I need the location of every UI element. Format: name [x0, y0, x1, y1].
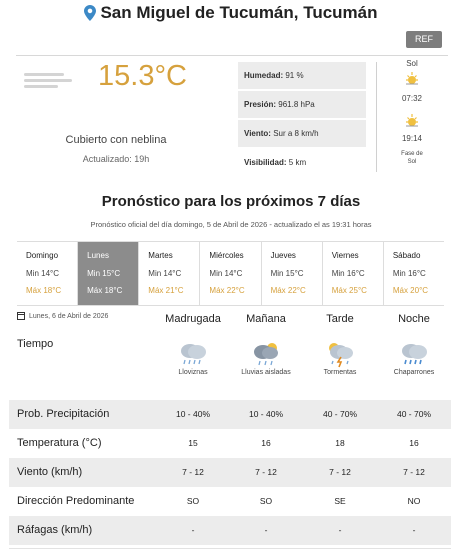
- day-tab-sabado[interactable]: Sábado Min 16°C Máx 20°C: [392, 251, 429, 295]
- updated-time: Actualizado: 19h: [82, 154, 150, 164]
- period-manana: Mañana: [246, 313, 286, 325]
- rain-icon: [181, 344, 206, 365]
- weather-tarde: Tormentas: [300, 340, 380, 377]
- moon-phase-label: Fase de Sol: [401, 151, 423, 165]
- divider: [9, 548, 451, 549]
- period-noche: Noche: [398, 313, 430, 325]
- forecast-subtitle: Pronóstico oficial del día domingo, 5 de…: [90, 220, 372, 229]
- stat-humidity: Humedad: 91 %: [238, 62, 366, 89]
- current-stats: Humedad: 91 % Presión: 961.8 hPa Viento:…: [238, 62, 366, 176]
- fog-icon: [24, 73, 74, 93]
- stat-wind: Viento: Sur a 8 km/h: [238, 120, 366, 147]
- day-tab-miercoles[interactable]: Miércoles Min 14°C Máx 22°C: [200, 242, 262, 305]
- divider: [16, 55, 448, 56]
- period-tarde: Tarde: [326, 313, 354, 325]
- sunrise-time: 07:32: [401, 94, 423, 103]
- row-gusts: Ráfagas (km/h) - - - -: [9, 516, 451, 545]
- weather-madrugada: Lloviznas: [153, 340, 233, 377]
- day-tab-martes[interactable]: Martes Min 14°C Máx 21°C: [139, 242, 201, 305]
- day-tab-domingo[interactable]: Domingo Min 14°C Máx 18°C: [17, 242, 79, 305]
- weather-noche: Chaparrones: [374, 340, 454, 377]
- tiempo-label: Tiempo: [17, 338, 54, 350]
- sunset-icon: [390, 113, 434, 131]
- calendar-icon: [17, 312, 25, 320]
- storm-icon: [329, 343, 353, 368]
- rain-icon: [402, 344, 427, 365]
- weather-manana: Lluvias aisladas: [226, 340, 306, 377]
- map-pin-icon: [84, 5, 97, 21]
- header: San Miguel de Tucumán, Tucumán: [0, 0, 462, 28]
- day-tabs: Domingo Min 14°C Máx 18°C Lunes Min 15°C Máx…: [17, 241, 444, 306]
- stat-visibility: Visibilidad: 5 km: [244, 158, 307, 167]
- stat-pressure: Presión: 961.8 hPa: [238, 91, 366, 118]
- forecast-title: Pronóstico para los próximos 7 días: [101, 193, 361, 210]
- divider: [376, 62, 377, 172]
- rain-icon: [254, 343, 278, 366]
- day-tab-lunes[interactable]: Lunes Min 15°C Máx 18°C: [78, 242, 140, 305]
- sunset-time: 19:14: [401, 134, 423, 143]
- sun-label: Sol: [406, 59, 418, 68]
- current-temperature: 15.3°C: [98, 60, 187, 92]
- ref-button[interactable]: REF: [406, 31, 442, 48]
- sunrise-icon: [390, 71, 434, 89]
- location-name: San Miguel de Tucumán, Tucumán: [100, 3, 378, 22]
- day-tab-viernes[interactable]: Viernes Min 16°C Máx 25°C: [323, 242, 384, 305]
- row-direction: Dirección Predominante SO SO SE NO: [17, 495, 421, 507]
- period-madrugada: Madrugada: [165, 313, 221, 325]
- current-condition: Cubierto con neblina: [65, 134, 167, 146]
- row-temperature: Temperatura (°C) 15 16 18 16: [17, 437, 419, 449]
- row-precipitation: Prob. Precipitación 10 - 40% 10 - 40% 40…: [9, 400, 451, 429]
- day-tab-jueves[interactable]: Jueves Min 15°C Máx 22°C: [262, 242, 323, 305]
- detail-date: Lunes, 6 de Abril de 2026: [17, 312, 108, 320]
- location-title: San Miguel de Tucumán, Tucumán: [84, 0, 378, 26]
- row-wind: Viento (km/h) 7 - 12 7 - 12 7 - 12 7 - 1…: [9, 458, 451, 487]
